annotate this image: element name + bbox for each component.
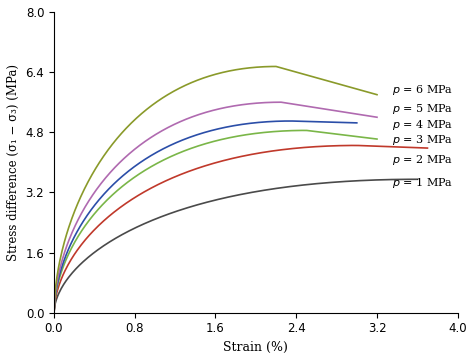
X-axis label: Strain (%): Strain (%): [223, 341, 288, 354]
Text: $p$ = 4 MPa: $p$ = 4 MPa: [392, 118, 453, 132]
Text: $p$ = 3 MPa: $p$ = 3 MPa: [392, 133, 453, 147]
Text: $p$ = 5 MPa: $p$ = 5 MPa: [392, 102, 453, 116]
Text: $p$ = 6 MPa: $p$ = 6 MPa: [392, 83, 453, 97]
Text: $p$ = 1 MPa: $p$ = 1 MPa: [392, 176, 453, 190]
Text: $p$ = 2 MPa: $p$ = 2 MPa: [392, 153, 453, 168]
Y-axis label: Stress difference (σ₁ − σ₃) (MPa): Stress difference (σ₁ − σ₃) (MPa): [7, 64, 20, 261]
